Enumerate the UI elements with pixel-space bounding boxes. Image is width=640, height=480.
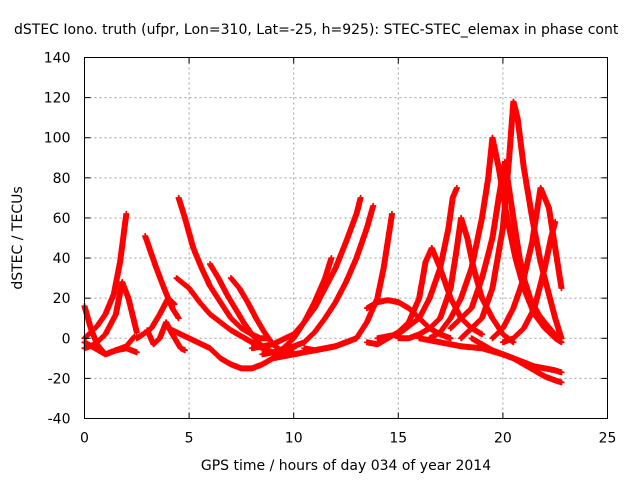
point-markers	[499, 219, 559, 346]
chart-title: dSTEC Iono. truth (ufpr, Lon=310, Lat=-2…	[14, 22, 619, 38]
x-tick-label: 25	[599, 431, 617, 447]
y-axis-label: dSTEC / TECUs	[10, 186, 26, 289]
point-markers	[269, 255, 335, 358]
series-track	[416, 335, 565, 386]
point-markers	[416, 335, 565, 386]
x-tick-label: 15	[389, 431, 407, 447]
y-tick-label: 40	[53, 251, 71, 267]
y-tick-label: 0	[62, 331, 71, 347]
series-track	[499, 219, 559, 346]
y-tick-label: 60	[53, 211, 71, 227]
point-markers	[468, 335, 565, 376]
axis-ticks: 0 5 10 15 20 25 -40 -20 0 20 40 60 80 100 120 140	[44, 51, 617, 447]
point-markers	[81, 333, 138, 358]
plot-frame	[84, 57, 608, 419]
y-tick-label: 140	[44, 51, 71, 67]
data-points	[81, 98, 565, 386]
x-tick-label: 5	[185, 431, 194, 447]
series-track	[269, 335, 360, 362]
point-markers	[227, 275, 287, 356]
series-track	[81, 333, 138, 358]
y-tick-label: 100	[44, 131, 71, 147]
y-tick-label: 20	[53, 291, 71, 307]
series-track	[227, 275, 287, 356]
series-track	[269, 255, 335, 358]
x-tick-label: 0	[80, 431, 89, 447]
series-track	[374, 184, 460, 342]
y-tick-label: 120	[44, 91, 71, 107]
y-tick-label: 80	[53, 171, 71, 187]
x-tick-label: 20	[494, 431, 512, 447]
x-tick-label: 10	[285, 431, 303, 447]
point-markers	[374, 184, 460, 342]
y-tick-label: -20	[48, 371, 71, 387]
series-track	[468, 335, 565, 376]
x-axis-label: GPS time / hours of day 034 of year 2014	[201, 458, 491, 474]
point-markers	[269, 335, 360, 362]
y-tick-label: -40	[48, 412, 71, 428]
